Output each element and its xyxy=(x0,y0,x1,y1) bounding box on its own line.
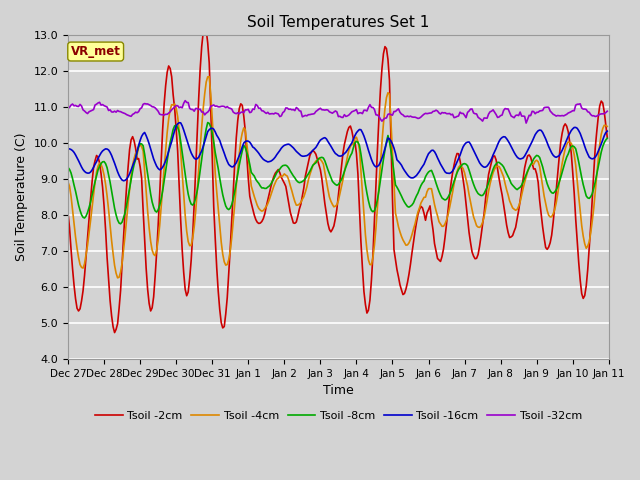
Tsoil -8cm xyxy=(132,156,140,162)
Tsoil -32cm xyxy=(301,112,309,118)
Tsoil -32cm xyxy=(522,120,530,126)
Text: VR_met: VR_met xyxy=(71,45,120,58)
Tsoil -8cm xyxy=(116,221,124,227)
Tsoil -16cm xyxy=(246,139,253,145)
Tsoil -4cm xyxy=(132,150,140,156)
Tsoil -16cm xyxy=(132,155,140,161)
Tsoil -4cm xyxy=(114,275,122,281)
Tsoil -2cm xyxy=(228,217,236,223)
Y-axis label: Soil Temperature (C): Soil Temperature (C) xyxy=(15,133,28,262)
Tsoil -16cm xyxy=(604,128,611,134)
Tsoil -8cm xyxy=(204,120,212,125)
Tsoil -2cm xyxy=(201,24,209,30)
Tsoil -8cm xyxy=(228,202,236,207)
Tsoil -16cm xyxy=(175,120,183,126)
Tsoil -2cm xyxy=(604,134,611,140)
Tsoil -32cm xyxy=(604,108,611,114)
Tsoil -4cm xyxy=(228,235,236,240)
Line: Tsoil -32cm: Tsoil -32cm xyxy=(68,101,607,123)
Legend: Tsoil -2cm, Tsoil -4cm, Tsoil -8cm, Tsoil -16cm, Tsoil -32cm: Tsoil -2cm, Tsoil -4cm, Tsoil -8cm, Tsoi… xyxy=(90,407,586,425)
Tsoil -4cm xyxy=(604,123,611,129)
Tsoil -32cm xyxy=(227,106,234,111)
Tsoil -8cm xyxy=(303,173,310,179)
Tsoil -32cm xyxy=(253,103,261,108)
Tsoil -32cm xyxy=(131,111,138,117)
Tsoil -16cm xyxy=(64,146,72,152)
Line: Tsoil -4cm: Tsoil -4cm xyxy=(68,77,607,278)
Tsoil -32cm xyxy=(244,107,252,112)
Tsoil -32cm xyxy=(64,106,72,111)
Tsoil -2cm xyxy=(111,330,118,336)
Tsoil -8cm xyxy=(604,135,611,141)
Tsoil -8cm xyxy=(577,167,584,173)
Line: Tsoil -16cm: Tsoil -16cm xyxy=(68,123,607,181)
Tsoil -4cm xyxy=(255,205,262,211)
Line: Tsoil -2cm: Tsoil -2cm xyxy=(68,27,607,333)
Tsoil -2cm xyxy=(132,145,140,151)
Tsoil -2cm xyxy=(303,166,310,172)
Tsoil -16cm xyxy=(120,178,127,184)
Tsoil -8cm xyxy=(255,180,262,186)
X-axis label: Time: Time xyxy=(323,384,354,397)
Tsoil -8cm xyxy=(246,162,253,168)
Tsoil -16cm xyxy=(228,164,236,170)
Tsoil -4cm xyxy=(577,208,584,214)
Tsoil -2cm xyxy=(64,210,72,216)
Line: Tsoil -8cm: Tsoil -8cm xyxy=(68,122,607,224)
Title: Soil Temperatures Set 1: Soil Temperatures Set 1 xyxy=(247,15,429,30)
Tsoil -2cm xyxy=(246,193,253,199)
Tsoil -4cm xyxy=(205,74,213,80)
Tsoil -4cm xyxy=(303,184,310,190)
Tsoil -16cm xyxy=(303,153,310,158)
Tsoil -32cm xyxy=(577,101,584,107)
Tsoil -2cm xyxy=(577,277,584,283)
Tsoil -2cm xyxy=(255,221,262,227)
Tsoil -4cm xyxy=(246,169,253,175)
Tsoil -32cm xyxy=(181,98,189,104)
Tsoil -16cm xyxy=(577,131,584,136)
Tsoil -16cm xyxy=(255,150,262,156)
Tsoil -4cm xyxy=(64,179,72,185)
Tsoil -8cm xyxy=(64,165,72,170)
